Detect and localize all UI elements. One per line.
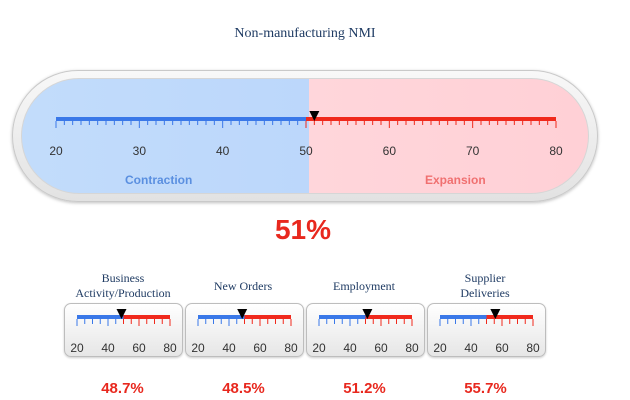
component-value: 48.5% [222,380,265,397]
component-title-business-activity: Business Activity/Production [75,271,171,300]
contraction-bar [56,117,306,121]
component-title-employment: Employment [333,279,395,293]
value-pointer [309,111,320,121]
tick-label: 60 [495,341,509,355]
tick-label: 80 [405,341,419,355]
tick-label: 60 [374,341,388,355]
expansion-bar [486,315,533,319]
tick-label: 40 [464,341,478,355]
main-gauge-track [21,78,589,194]
expansion-bar [306,117,556,121]
tick-label: 40 [101,341,115,355]
expansion-bar [244,315,291,319]
tick-label: 40 [222,341,236,355]
contraction-bar [198,315,245,319]
page-title: Non-manufacturing NMI [234,26,376,41]
value-pointer [362,309,373,319]
component-value: 55.7% [464,380,507,397]
expansion-label: Expansion [425,173,486,187]
value-pointer [490,309,501,319]
component-value: 48.7% [101,380,144,397]
tick-label: 80 [549,144,563,158]
component-gauge: 20 40 60 80 [185,303,304,357]
contraction-label: Contraction [125,173,193,187]
component-gauge: 20 40 60 80 [427,303,546,357]
tick-label: 80 [163,341,177,355]
component-gauge: 20 40 60 80 [306,303,425,357]
tick-label: 20 [191,341,205,355]
value-pointer [237,309,248,319]
tick-label: 20 [312,341,326,355]
tick-label: 50 [299,144,313,158]
tick-label: 40 [343,341,357,355]
tick-label: 40 [216,144,230,158]
component-gauge: 20 40 60 80 [64,303,183,357]
main-value: 51% [274,214,332,245]
main-gauge: 20 30 40 50 60 70 80 Contraction Expansion [12,70,598,202]
contraction-bar [77,315,124,319]
tick-label: 60 [383,144,397,158]
tick-label: 20 [433,341,447,355]
expansion-bar [365,315,412,319]
value-pointer [116,309,127,319]
tick-label: 60 [253,341,267,355]
component-title-new-orders: New Orders [213,279,273,293]
tick-label: 20 [70,341,84,355]
tick-label: 80 [284,341,298,355]
expansion-bar [123,315,170,319]
component-value: 51.2% [343,380,386,397]
tick-label: 80 [526,341,540,355]
contraction-bar [440,315,487,319]
tick-label: 20 [49,144,63,158]
tick-label: 30 [133,144,147,158]
component-title-supplier-deliveries: Supplier Deliveries [460,271,510,300]
contraction-bar [319,315,366,319]
tick-label: 70 [466,144,480,158]
tick-label: 60 [132,341,146,355]
main-gauge-scale: 20 30 40 50 60 70 80 [49,111,563,158]
